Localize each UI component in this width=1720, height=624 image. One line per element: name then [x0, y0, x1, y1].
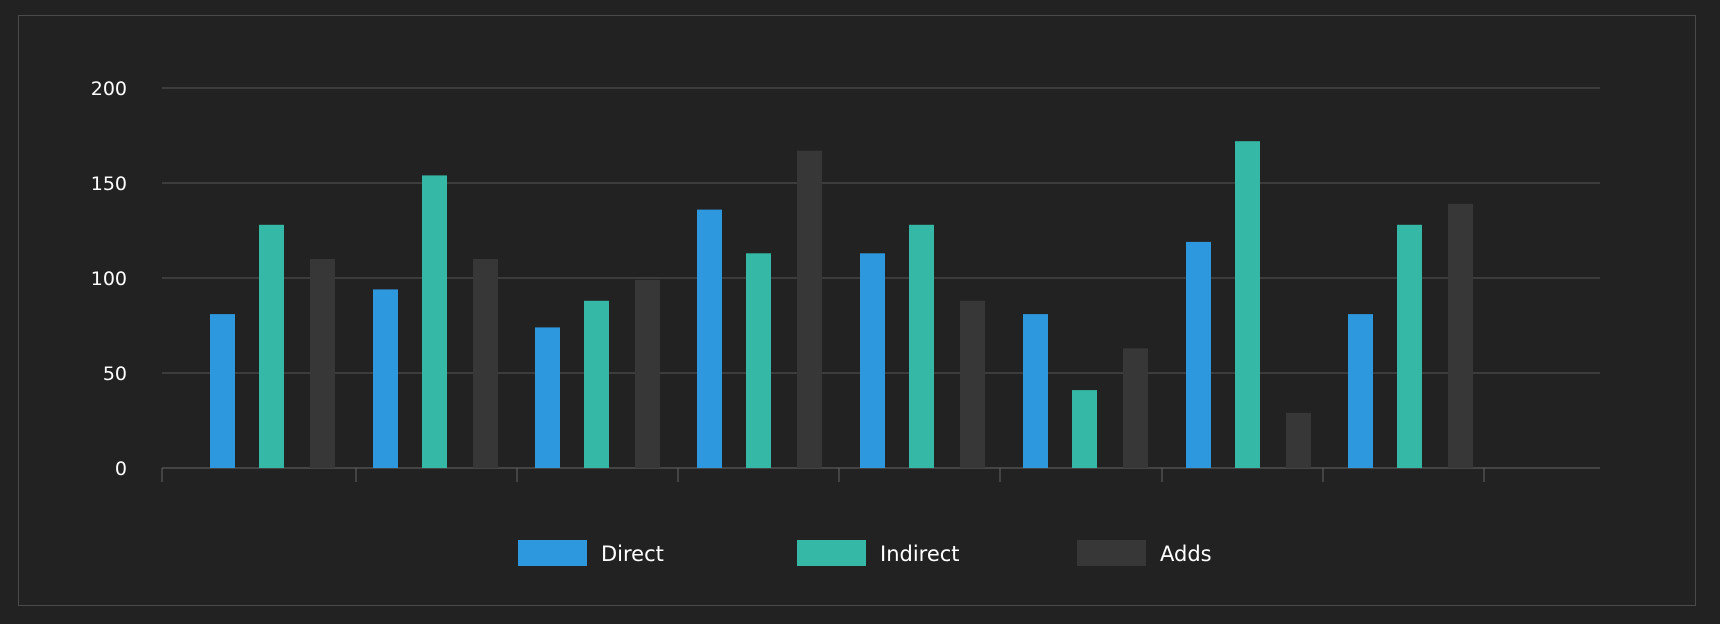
- bar-direct-7: [1186, 241, 1211, 468]
- bar-adds-4: [797, 150, 822, 468]
- bar-direct-6: [1023, 314, 1048, 468]
- bar-adds-5: [960, 300, 985, 468]
- legend-item-direct: Direct: [518, 540, 664, 566]
- bar-indirect-7: [1235, 141, 1260, 468]
- legend-swatch: [1077, 540, 1146, 566]
- y-tick-label: 150: [91, 173, 127, 195]
- y-axis-ticks: 0 50 100 150 200: [91, 78, 127, 480]
- bar-indirect-3: [584, 300, 609, 468]
- bar-direct-3: [535, 327, 560, 468]
- legend-swatch: [797, 540, 866, 566]
- bar-adds-6: [1123, 348, 1148, 468]
- bar-direct-5: [860, 253, 885, 468]
- legend-label: Indirect: [880, 542, 960, 566]
- bar-direct-8: [1348, 314, 1373, 468]
- legend-label: Adds: [1160, 542, 1212, 566]
- legend-swatch: [518, 540, 587, 566]
- legend-label: Direct: [601, 542, 664, 566]
- bar-adds-2: [473, 259, 498, 468]
- bar-adds-7: [1286, 412, 1311, 468]
- bar-direct-1: [210, 314, 235, 468]
- y-tick-label: 200: [91, 78, 127, 100]
- bar-direct-4: [697, 209, 722, 468]
- y-tick-label: 50: [103, 363, 127, 385]
- x-axis: [161, 468, 1485, 482]
- legend-item-adds: Adds: [1077, 540, 1212, 566]
- legend-item-indirect: Indirect: [797, 540, 960, 566]
- bar-indirect-8: [1397, 224, 1422, 468]
- y-tick-label: 100: [91, 268, 127, 290]
- y-tick-label: 0: [115, 458, 127, 480]
- bar-adds-1: [310, 259, 335, 468]
- chart-frame: [18, 15, 1696, 606]
- bar-indirect-6: [1072, 390, 1097, 468]
- bar-adds-8: [1448, 203, 1473, 468]
- bar-adds-3: [635, 279, 660, 468]
- bars: [210, 141, 1473, 468]
- bar-indirect-4: [746, 253, 771, 468]
- bar-indirect-5: [909, 224, 934, 468]
- bar-indirect-2: [422, 175, 447, 468]
- bar-direct-2: [373, 289, 398, 468]
- legend: Direct Indirect Adds: [518, 540, 1212, 566]
- bar-indirect-1: [259, 224, 284, 468]
